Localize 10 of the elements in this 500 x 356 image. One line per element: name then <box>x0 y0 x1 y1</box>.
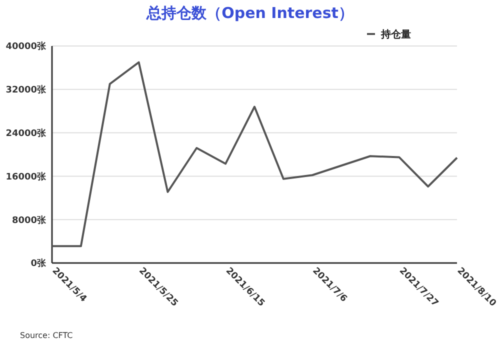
y-tick-label: 16000张 <box>6 171 47 182</box>
chart-title: 总持仓数（Open Interest） <box>146 4 354 22</box>
y-tick-label: 8000张 <box>12 214 47 226</box>
y-tick-label: 32000张 <box>6 84 47 96</box>
y-tick-label: 40000张 <box>6 41 47 52</box>
y-tick-label: 0张 <box>30 258 47 270</box>
y-tick-label: 24000张 <box>6 128 47 139</box>
line-series <box>51 61 458 248</box>
legend-label: 持仓量 <box>380 28 411 40</box>
source-note: Source: CFTC <box>20 331 74 340</box>
